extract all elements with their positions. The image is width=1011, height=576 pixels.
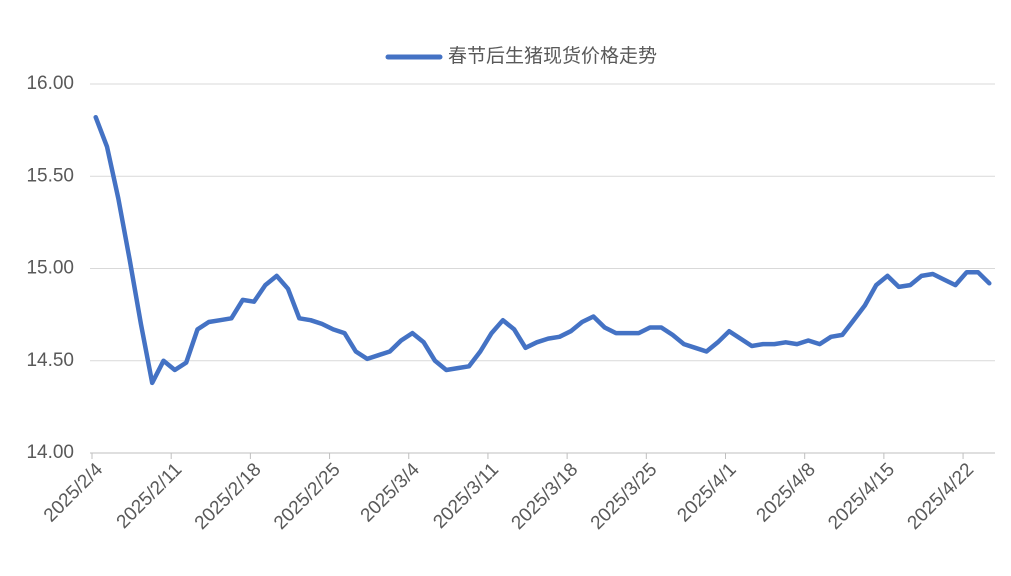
x-tick-label: 2025/3/4	[357, 459, 424, 526]
x-tick-label: 2025/4/15	[824, 459, 899, 534]
y-tick-label: 15.00	[26, 258, 74, 279]
line-series	[93, 114, 992, 386]
x-tick-label: 2025/2/4	[40, 459, 107, 526]
x-tick-label: 2025/3/25	[587, 459, 662, 534]
y-tick-label: 14.00	[26, 442, 74, 463]
x-tick-label: 2025/2/25	[270, 459, 345, 534]
x-tick-label: 2025/2/11	[113, 459, 187, 533]
x-tick-label: 2025/3/11	[429, 459, 503, 533]
x-tick-label: 2025/3/18	[508, 459, 583, 534]
x-tick-label: 2025/4/22	[904, 459, 979, 534]
legend-label: 春节后生猪现货价格走势	[448, 45, 657, 67]
y-tick-label: 15.50	[26, 165, 74, 186]
x-tick-label: 2025/2/18	[191, 459, 266, 534]
x-tick-label: 2025/4/8	[753, 459, 820, 526]
x-tick-label: 2025/4/1	[673, 459, 740, 526]
y-tick-label: 16.00	[26, 73, 74, 94]
y-tick-label: 14.50	[26, 350, 74, 371]
